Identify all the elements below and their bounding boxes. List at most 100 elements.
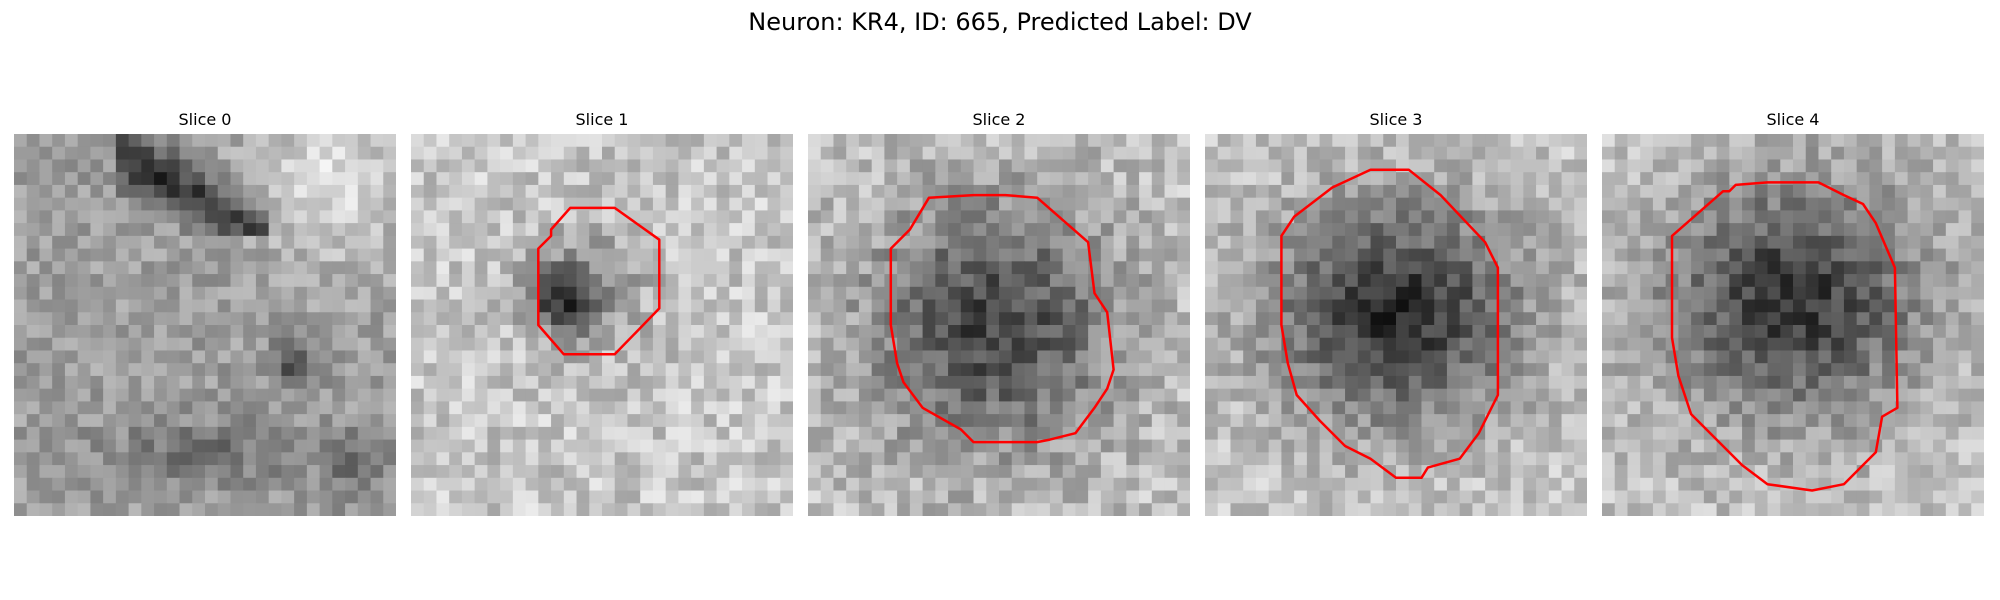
pixel: [999, 477, 1013, 492]
pixel: [858, 312, 873, 326]
pixel: [319, 172, 333, 186]
pixel: [449, 223, 463, 237]
pixel: [281, 363, 295, 377]
pixel: [960, 363, 975, 377]
pixel: [1716, 503, 1730, 516]
pixel: [1497, 503, 1512, 516]
pixel: [1037, 337, 1051, 351]
pixel: [1907, 235, 1921, 250]
pixel: [1856, 159, 1870, 173]
pixel: [512, 350, 527, 364]
pixel: [846, 503, 860, 516]
pixel: [1640, 261, 1654, 275]
pixel: [1383, 375, 1397, 390]
pixel: [729, 312, 743, 326]
pixel: [1088, 325, 1102, 339]
pixel: [461, 184, 476, 199]
pixel: [884, 439, 898, 453]
pixel: [1627, 503, 1641, 516]
pixel: [858, 388, 873, 402]
pixel: [306, 210, 321, 224]
pixel: [1139, 363, 1153, 377]
pixel: [115, 146, 130, 160]
pixel: [1306, 184, 1321, 199]
pixel: [691, 439, 705, 453]
pixel: [551, 350, 565, 364]
pixel: [1177, 452, 1190, 466]
pixel: [538, 477, 552, 492]
pixel: [268, 210, 282, 224]
pixel: [217, 325, 231, 339]
pixel: [1472, 235, 1486, 250]
pixel: [754, 350, 769, 364]
pixel: [935, 299, 949, 313]
pixel: [1459, 197, 1473, 211]
pixel: [1217, 312, 1231, 326]
pixel: [1306, 325, 1321, 339]
pixel: [1536, 261, 1550, 275]
pixel: [691, 401, 705, 415]
pixel: [14, 350, 28, 364]
pixel: [1164, 299, 1178, 313]
pixel: [1780, 286, 1794, 301]
pixel: [243, 465, 257, 479]
pixel: [716, 439, 730, 453]
pixel: [52, 477, 66, 492]
pixel: [1049, 401, 1064, 415]
pixel: [1780, 465, 1794, 479]
pixel: [1602, 134, 1616, 148]
pixel: [999, 414, 1013, 428]
pixel: [1011, 325, 1025, 339]
pixel: [1574, 134, 1587, 148]
pixel: [1113, 426, 1127, 441]
pixel: [1548, 325, 1563, 339]
pixel: [1357, 223, 1372, 237]
pixel: [217, 477, 231, 492]
pixel: [115, 286, 130, 301]
pixel: [1396, 261, 1410, 275]
pixel: [627, 503, 641, 516]
pixel: [767, 426, 781, 441]
pixel: [1523, 401, 1537, 415]
pixel: [1614, 146, 1628, 160]
pixel: [1933, 286, 1947, 301]
pixel: [1754, 503, 1769, 516]
pixel: [1691, 184, 1705, 199]
pixel: [1614, 299, 1628, 313]
pixel: [449, 337, 463, 351]
pixel: [1139, 414, 1153, 428]
pixel: [205, 350, 219, 364]
pixel: [1678, 261, 1692, 275]
pixel: [90, 248, 104, 262]
pixel: [1100, 363, 1115, 377]
pixel: [243, 248, 257, 262]
pixel: [960, 350, 975, 364]
pixel: [1843, 184, 1858, 199]
pixel: [370, 274, 384, 288]
pixel: [128, 401, 142, 415]
pixel: [332, 363, 346, 377]
pixel: [268, 503, 282, 516]
pixel: [1126, 210, 1140, 224]
pixel: [281, 465, 295, 479]
pixel: [1627, 134, 1641, 148]
pixel: [1332, 146, 1346, 160]
pixel: [474, 134, 488, 148]
pixel: [1139, 312, 1153, 326]
pixel: [1665, 159, 1679, 173]
pixel: [141, 184, 155, 199]
pixel: [1574, 325, 1587, 339]
pixel: [294, 172, 308, 186]
pixel: [652, 503, 667, 516]
pixel: [461, 299, 476, 313]
pixel: [39, 350, 53, 364]
pixel: [1306, 414, 1321, 428]
pixel: [1319, 261, 1333, 275]
slice-image: [808, 134, 1190, 516]
pixel: [922, 439, 936, 453]
pixel: [525, 146, 539, 160]
pixel: [1151, 235, 1166, 250]
pixel: [1383, 452, 1397, 466]
pixel: [1742, 490, 1756, 504]
pixel: [332, 465, 346, 479]
